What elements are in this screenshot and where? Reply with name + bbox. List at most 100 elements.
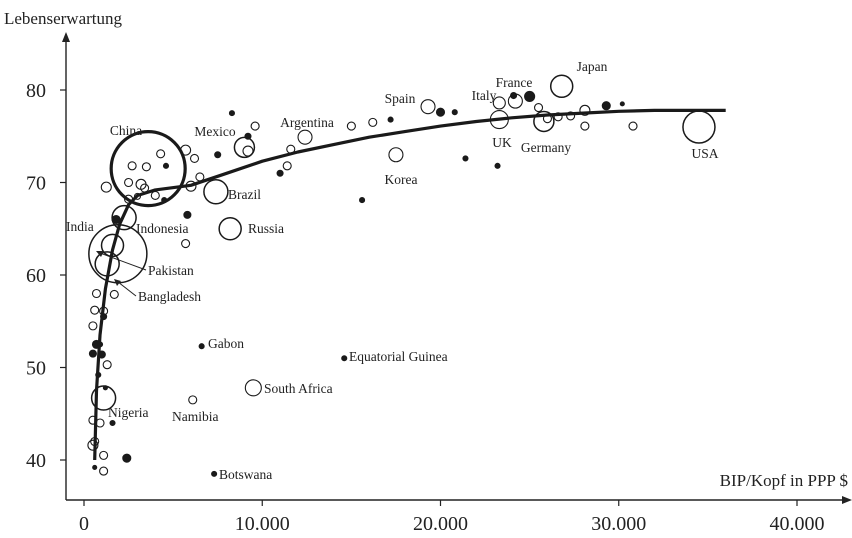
- country-point: [150, 190, 160, 200]
- country-point-france: [507, 93, 523, 109]
- country-label-india: India: [66, 219, 94, 234]
- country-point: [368, 117, 378, 127]
- country-point: [122, 453, 132, 463]
- country-point: [141, 162, 151, 172]
- country-label-russia: Russia: [248, 221, 284, 236]
- country-point: [109, 289, 119, 299]
- country-point-brazil: [203, 179, 229, 205]
- country-point: [99, 466, 109, 476]
- country-point: [451, 109, 458, 116]
- country-point: [214, 151, 222, 159]
- country-label-equatorial-guinea: Equatorial Guinea: [349, 349, 448, 364]
- country-point: [276, 169, 284, 177]
- y-tick-label: 60: [26, 265, 46, 287]
- country-point: [533, 103, 544, 113]
- country-point: [124, 177, 134, 188]
- x-tick-label: 40.000: [770, 513, 825, 535]
- country-label-namibia: Namibia: [172, 409, 219, 424]
- country-point-south-africa: [244, 379, 262, 397]
- country-point-italy: [492, 96, 506, 110]
- y-tick-label: 40: [26, 450, 46, 472]
- country-point-china: [109, 130, 187, 208]
- country-point-spain: [420, 99, 436, 115]
- x-tick-label: 20.000: [413, 513, 468, 535]
- y-tick-label: 50: [26, 358, 46, 380]
- country-point: [99, 450, 109, 460]
- country-label-pakistan: Pakistan: [148, 263, 194, 278]
- bangladesh-arrowhead: [114, 279, 121, 286]
- country-point-russia: [218, 217, 242, 241]
- country-point: [183, 210, 192, 219]
- country-point: [100, 181, 112, 193]
- country-point: [109, 419, 116, 427]
- country-point: [162, 162, 170, 169]
- country-point-botswana: [211, 470, 218, 477]
- trend-line: [93, 108, 726, 461]
- country-point: [88, 321, 98, 331]
- country-point: [619, 101, 625, 107]
- country-point: [359, 197, 366, 204]
- country-point-korea: [388, 147, 404, 163]
- country-point: [601, 101, 611, 111]
- country-point-argentina: [297, 129, 313, 145]
- country-point: [88, 349, 97, 358]
- country-point-mexico: [233, 136, 256, 159]
- country-point-indonesia: [111, 204, 137, 231]
- country-point: [346, 121, 356, 131]
- country-point: [91, 288, 102, 299]
- country-point: [87, 439, 99, 451]
- y-axis-arrow: [62, 32, 70, 42]
- axes: [62, 32, 852, 504]
- x-tick-label: 10.000: [235, 513, 290, 535]
- pakistan-arrow: [99, 252, 147, 271]
- country-label-indonesia: Indonesia: [136, 221, 188, 236]
- country-point: [580, 121, 590, 131]
- country-label-nigeria: Nigeria: [108, 405, 148, 420]
- country-point-gabon: [198, 343, 205, 350]
- x-axis-arrow: [842, 496, 852, 504]
- country-point: [102, 360, 112, 370]
- country-point: [524, 90, 536, 103]
- country-label-uk: UK: [492, 135, 512, 150]
- country-point: [92, 464, 98, 470]
- country-label-gabon: Gabon: [208, 336, 244, 351]
- country-label-japan: Japan: [577, 59, 608, 74]
- country-label-botswana: Botswana: [219, 467, 272, 482]
- country-point: [228, 110, 235, 117]
- country-point: [250, 121, 260, 131]
- country-label-bangladesh: Bangladesh: [138, 289, 201, 304]
- x-tick-label: 30.000: [591, 513, 646, 535]
- country-point-equatorial-guinea: [341, 355, 348, 362]
- country-point: [566, 111, 576, 121]
- trend-line-group: [93, 108, 726, 461]
- y-axis-title: Lebenserwartung: [4, 9, 123, 28]
- country-point: [387, 116, 394, 123]
- country-label-south-africa: South Africa: [264, 381, 333, 396]
- country-point-usa: [682, 110, 716, 144]
- country-label-usa: USA: [691, 146, 718, 161]
- country-label-mexico: Mexico: [194, 124, 235, 139]
- bangladesh-arrow: [117, 281, 137, 297]
- y-tick-label: 70: [26, 173, 46, 195]
- country-point-nigeria: [90, 385, 117, 411]
- pakistan-arrowhead: [96, 251, 104, 257]
- country-point: [553, 112, 563, 122]
- axis-ticks: 0 10.000 20.000 30.000 40.000 40 50 60 70 80: [26, 80, 825, 535]
- country-point-germany: [533, 110, 555, 133]
- country-label-argentina: Argentina: [280, 115, 334, 130]
- x-axis-title: BIP/Kopf in PPP $: [720, 471, 848, 490]
- country-label-china: China: [110, 123, 142, 138]
- country-point: [127, 161, 137, 171]
- country-point-namibia: [188, 395, 198, 405]
- country-point: [282, 161, 292, 171]
- country-label-italy: Italy: [472, 88, 497, 103]
- country-point: [189, 153, 200, 163]
- country-label-germany: Germany: [521, 140, 571, 155]
- country-label-brazil: Brazil: [228, 187, 261, 202]
- country-point: [435, 107, 446, 117]
- country-point: [579, 104, 591, 116]
- country-label-france: France: [496, 75, 533, 90]
- country-point: [494, 162, 501, 169]
- country-point-japan: [549, 74, 574, 99]
